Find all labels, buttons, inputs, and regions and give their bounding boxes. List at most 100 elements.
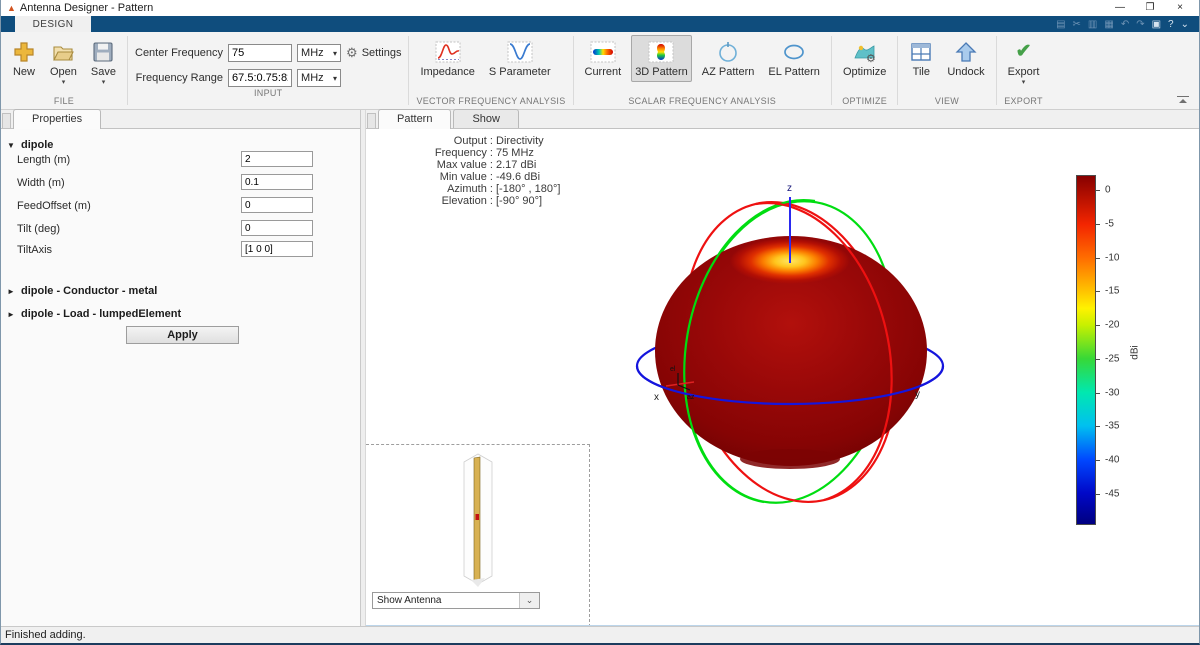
properties-tabstrip: Properties	[1, 109, 360, 129]
antenna-preview-plot[interactable]	[458, 450, 498, 590]
center-frequency-unit-select[interactable]: MHz	[297, 44, 342, 62]
copy-icon[interactable]: ▥	[1087, 19, 1098, 30]
pattern-3d-button[interactable]: 3D Pattern	[631, 35, 692, 82]
apply-button[interactable]: Apply	[126, 326, 239, 344]
minimize-button[interactable]: —	[1115, 2, 1125, 13]
undock-button[interactable]: Undock	[943, 35, 988, 82]
ribbon-tabbar: DESIGN ▤ ✂ ▥ ▦ ↶ ↷ ▣ ? ⌄	[1, 16, 1199, 32]
more-icon[interactable]: ⌄	[1180, 19, 1189, 30]
expander-icon: ►	[7, 286, 15, 296]
tilt-input[interactable]	[241, 220, 313, 236]
el-pattern-button[interactable]: EL Pattern	[764, 35, 824, 82]
antenna-base-shadow	[471, 578, 485, 587]
current-icon	[590, 38, 616, 66]
colorbar-tick-label: -25	[1105, 353, 1120, 365]
panel-splitter[interactable]	[361, 110, 366, 626]
section-caption-scalar: SCALAR FREQUENCY ANALYSIS	[628, 96, 777, 106]
z-axis-label: z	[787, 183, 792, 194]
width-input[interactable]	[241, 174, 313, 190]
section-caption-input: INPUT	[253, 88, 283, 98]
section-vector-analysis: Impedance S Parameter VECTOR FREQUENCY A…	[409, 32, 572, 109]
show-antenna-dropdown[interactable]: Show Antenna ⌄	[372, 592, 540, 609]
export-button[interactable]: ✔ Export ▾	[1004, 35, 1044, 89]
section-divider	[408, 36, 410, 105]
section-caption-view: VIEW	[934, 96, 960, 106]
property-row: TiltAxis	[1, 241, 360, 261]
colorbar-tick-label: -40	[1105, 454, 1120, 466]
el-pattern-icon	[781, 38, 807, 66]
el-label: el	[670, 366, 676, 373]
group-load[interactable]: ► dipole - Load - lumpedElement	[7, 308, 182, 320]
colorbar-tick-label: -45	[1105, 488, 1120, 500]
new-icon	[12, 38, 36, 66]
pattern-bottom-null	[740, 449, 840, 469]
tab-pattern[interactable]: Pattern	[378, 109, 452, 129]
s-parameter-button[interactable]: S Parameter	[485, 35, 555, 82]
matlab-logo-icon: ▲	[7, 2, 16, 13]
section-caption-export: EXPORT	[1004, 96, 1043, 106]
tab-show[interactable]: Show	[453, 109, 519, 128]
undo-icon[interactable]: ↶	[1120, 19, 1130, 30]
impedance-button[interactable]: Impedance	[416, 35, 478, 82]
info-label: Max value	[422, 159, 496, 171]
tab-design[interactable]: DESIGN	[15, 16, 91, 32]
length-input[interactable]	[241, 151, 313, 167]
colorbar-gradient	[1076, 175, 1096, 525]
expander-icon: ►	[7, 309, 15, 319]
center-frequency-input[interactable]	[228, 44, 293, 62]
group-conductor[interactable]: ► dipole - Conductor - metal	[7, 285, 158, 297]
tile-button[interactable]: Tile	[905, 35, 937, 82]
property-row: Tilt (deg)	[1, 220, 360, 240]
az-pattern-icon	[716, 38, 740, 66]
colorbar-tick-label: -20	[1105, 319, 1120, 331]
cut-icon[interactable]: ✂	[1072, 19, 1081, 30]
panel-grip[interactable]	[367, 113, 376, 128]
az-pattern-button[interactable]: AZ Pattern	[698, 35, 759, 82]
panel-grip[interactable]	[2, 113, 11, 128]
titlebar: ▲ Antenna Designer - Pattern — ❐ ×	[1, 0, 1199, 16]
redo-icon[interactable]: ↷	[1136, 19, 1145, 30]
section-caption-vector: VECTOR FREQUENCY ANALYSIS	[416, 96, 566, 106]
section-divider	[127, 36, 128, 105]
frequency-range-unit-select[interactable]: MHz	[297, 69, 342, 87]
help-icon[interactable]: ?	[1168, 19, 1174, 30]
window-title: Antenna Designer - Pattern	[19, 2, 154, 14]
info-label: Azimuth	[422, 183, 496, 195]
collapse-ribbon-button[interactable]	[1177, 96, 1199, 109]
tab-properties[interactable]: Properties	[13, 109, 102, 129]
width-label: Width (m)	[17, 177, 65, 189]
frequency-range-input[interactable]	[228, 69, 293, 87]
colorbar-tick-label: -5	[1105, 218, 1114, 230]
tiltaxis-input[interactable]	[241, 241, 313, 257]
collapse-ribbon-icon	[1177, 96, 1189, 103]
status-message: Finished adding.	[5, 629, 86, 641]
undock-arrow-icon	[954, 38, 978, 66]
group-dipole[interactable]: ▼ dipole	[7, 139, 54, 151]
info-value: 2.17 dBi	[496, 159, 537, 171]
section-divider	[995, 36, 997, 105]
save-button[interactable]: Save ▾	[87, 35, 120, 89]
section-divider	[572, 36, 574, 105]
export-check-icon: ✔	[1015, 41, 1032, 62]
new-button[interactable]: New	[8, 35, 40, 82]
save-icon[interactable]: ▤	[1056, 19, 1066, 30]
tile-icon	[909, 38, 933, 66]
feedoffset-input[interactable]	[241, 197, 313, 213]
elevation-circle-red-front	[755, 202, 893, 502]
maximize-button[interactable]: ❐	[1145, 2, 1155, 13]
window-controls: — ❐ ×	[1105, 1, 1195, 15]
layout-icon[interactable]: ▣	[1151, 19, 1162, 30]
property-row: Length (m)	[1, 151, 360, 171]
info-label: Min value	[422, 171, 496, 183]
properties-panel: Properties ▼ dipole Length (m) Width (m)…	[1, 109, 361, 626]
x-axis-stub	[665, 381, 695, 387]
current-button[interactable]: Current	[581, 35, 626, 82]
settings-button[interactable]: ⚙ Settings	[346, 45, 402, 60]
open-button[interactable]: Open ▾	[46, 35, 81, 89]
optimize-button[interactable]: ⚙ Optimize	[839, 35, 890, 82]
paste-icon[interactable]: ▦	[1104, 19, 1114, 30]
close-button[interactable]: ×	[1177, 2, 1183, 13]
pattern-3d-plot[interactable]: z el az x y	[590, 167, 1000, 537]
